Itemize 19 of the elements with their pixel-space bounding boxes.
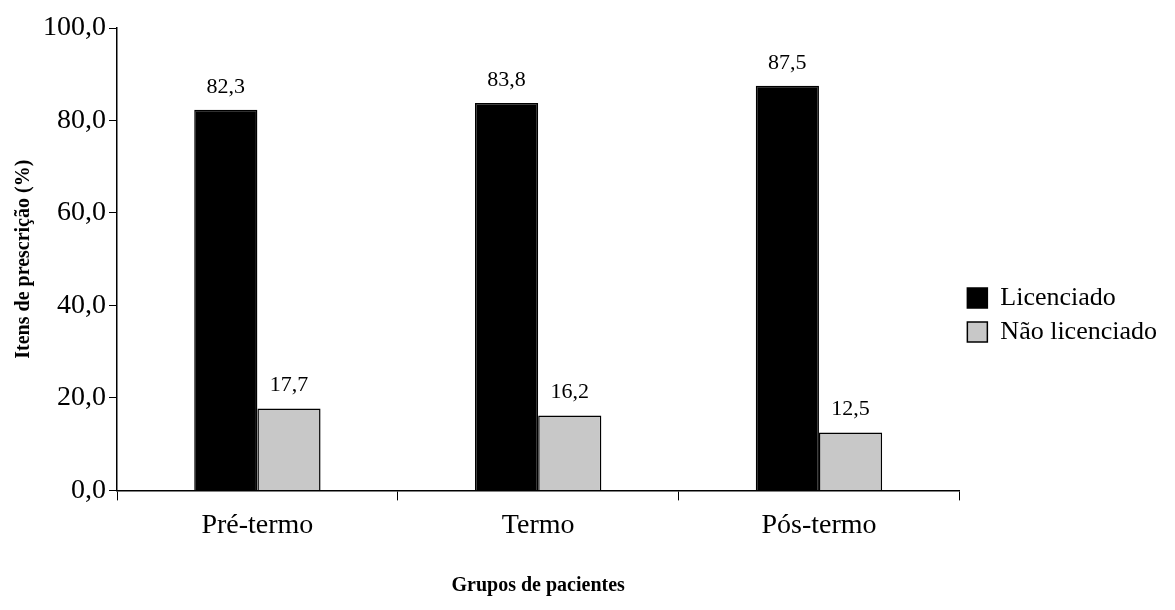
- data-label: 17,7: [269, 371, 309, 397]
- data-label: 12,5: [831, 395, 870, 421]
- x-axis-title: Grupos de pacientes: [451, 573, 626, 597]
- legend-label: Não licenciado: [1000, 315, 1158, 345]
- y-tick-label: 60,0: [57, 195, 106, 227]
- x-tick-label: Pós-termo: [761, 507, 877, 539]
- y-tick-label: 0,0: [71, 472, 106, 504]
- legend-label: Licenciado: [1000, 281, 1116, 311]
- y-tick-label: 80,0: [57, 102, 106, 134]
- data-label: 82,3: [206, 72, 246, 98]
- y-tick-label: 100,0: [43, 10, 106, 42]
- x-tick-label: Termo: [501, 507, 575, 539]
- data-label: 83,8: [487, 65, 526, 91]
- y-axis-title: Itens de prescrição (%): [11, 159, 35, 359]
- data-label: 87,5: [768, 48, 807, 74]
- x-tick-label: Pré-termo: [201, 507, 314, 539]
- y-tick-label: 40,0: [57, 287, 106, 319]
- y-tick-label: 20,0: [57, 380, 106, 412]
- data-label: 16,2: [550, 378, 590, 404]
